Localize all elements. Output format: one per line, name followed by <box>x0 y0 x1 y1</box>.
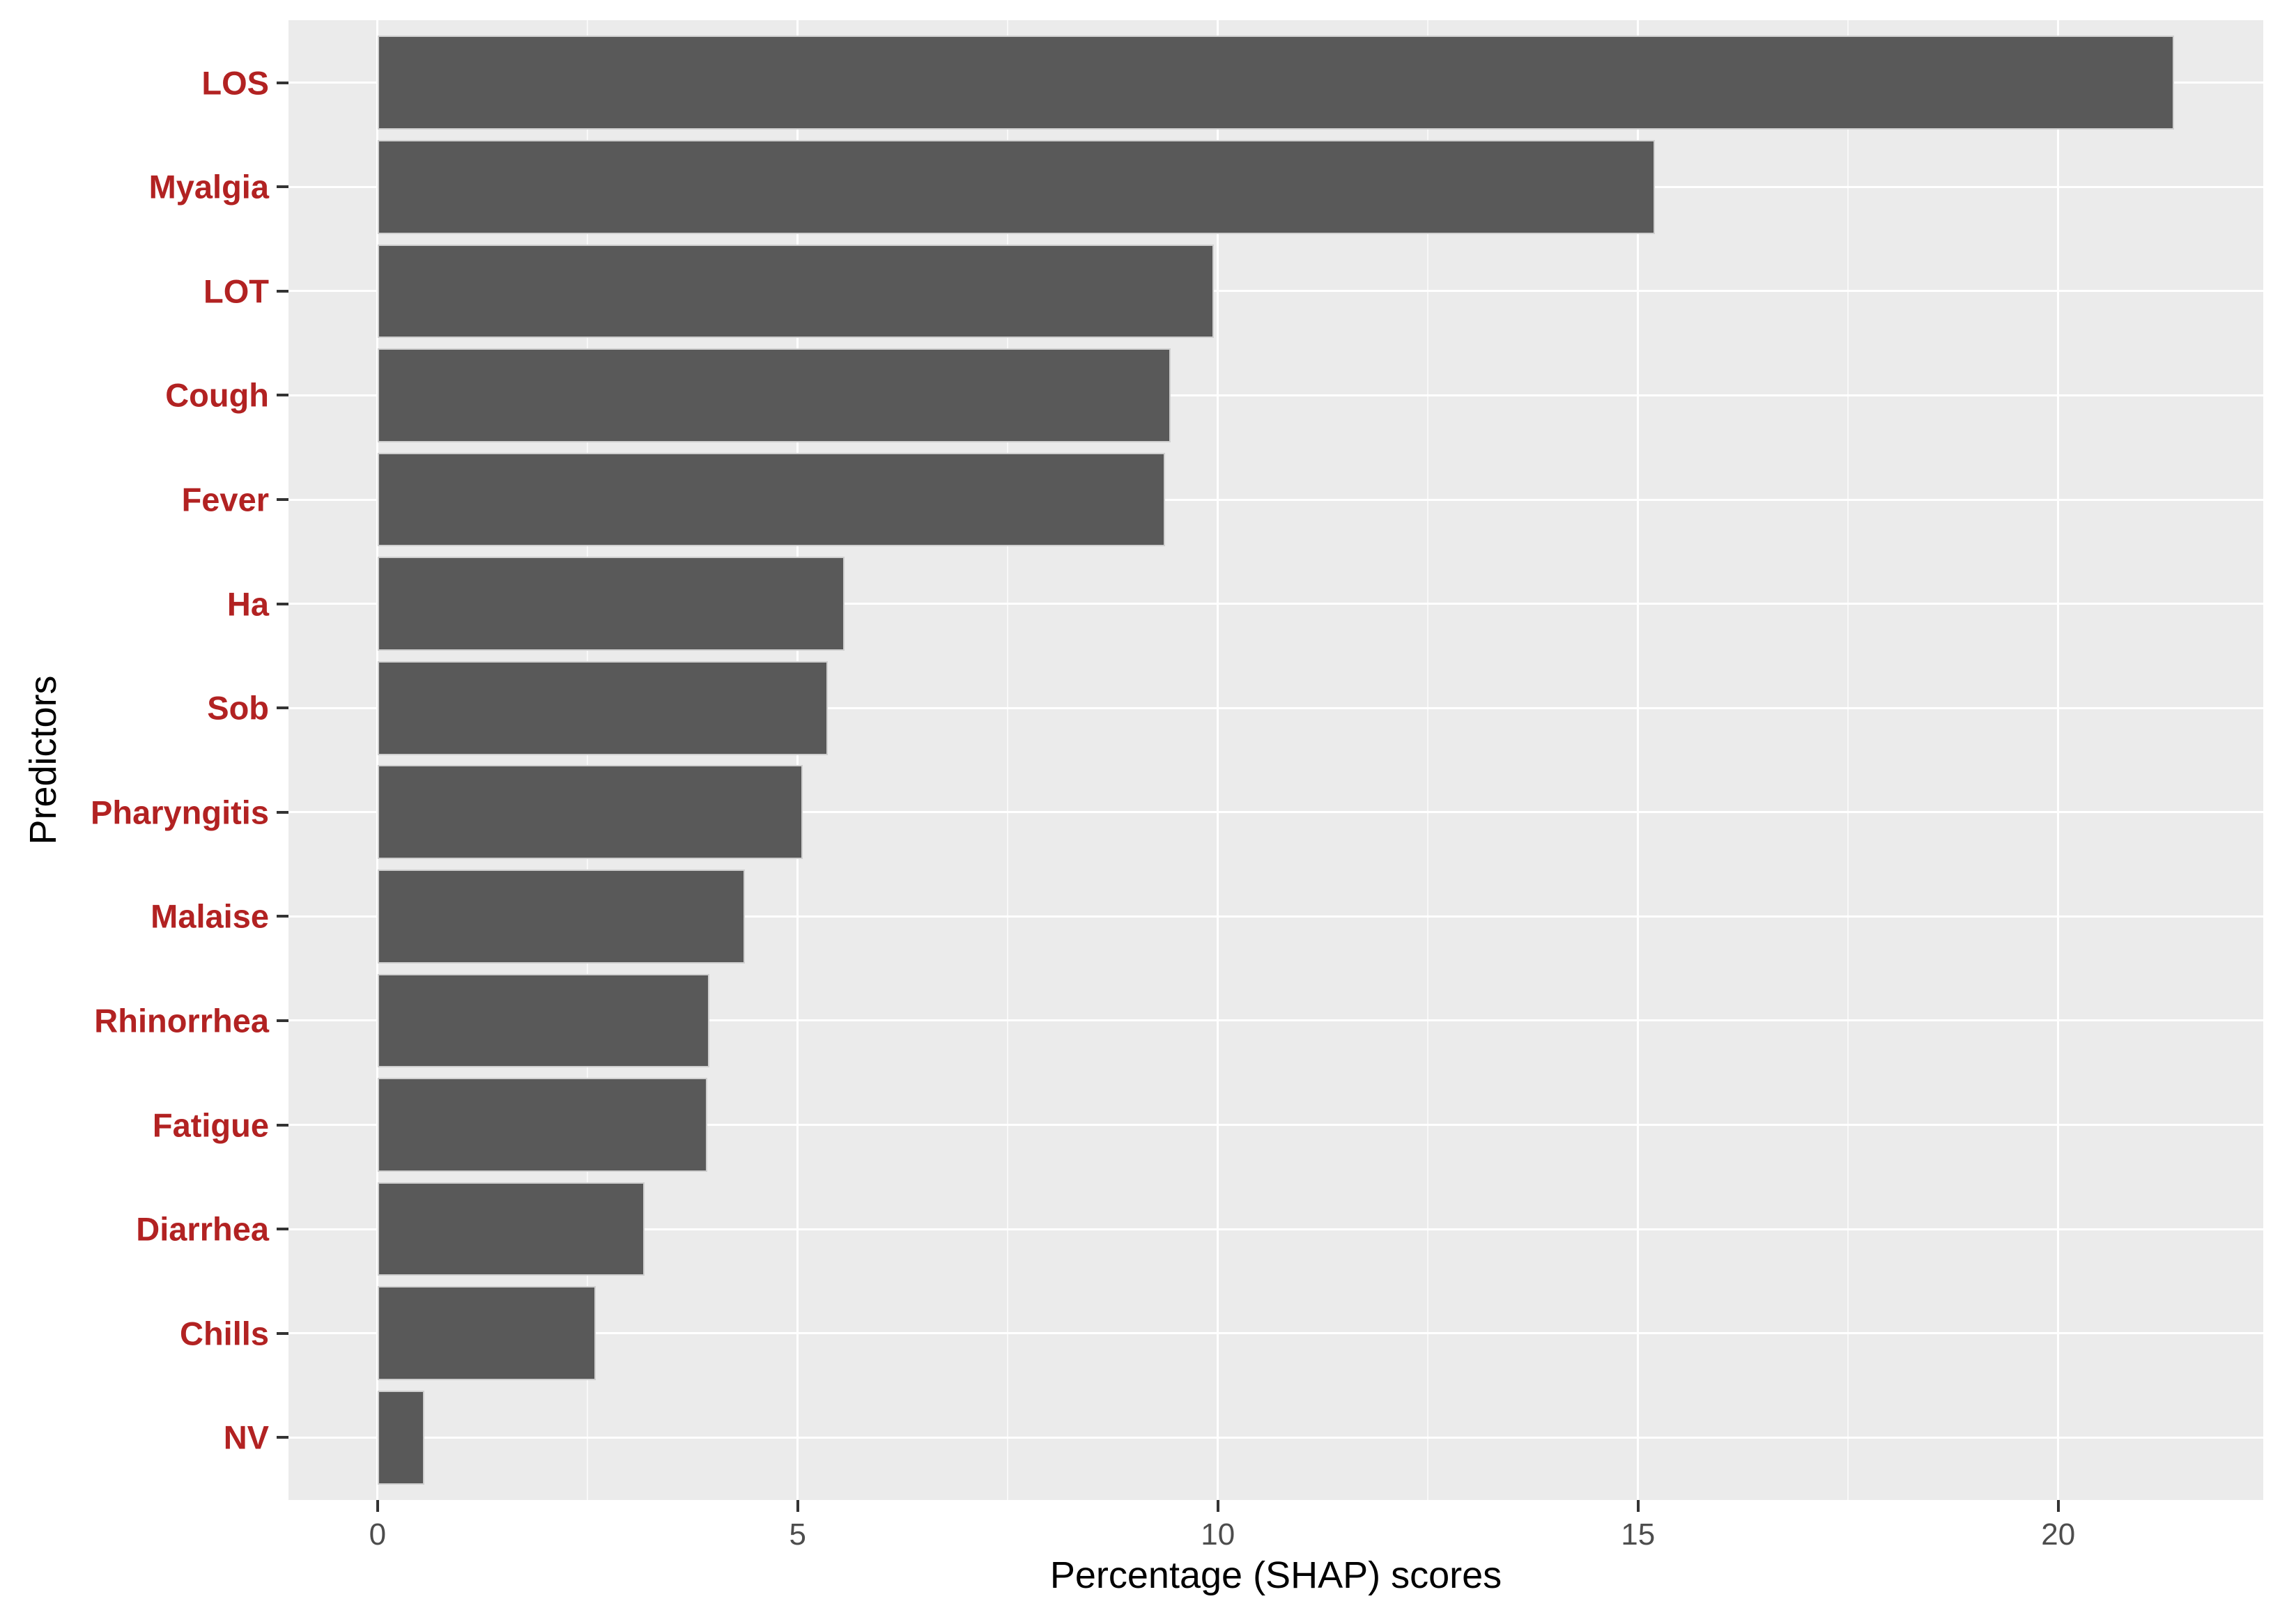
x-tick-label: 0 <box>369 1517 387 1552</box>
y-tick-mark <box>277 394 288 397</box>
gridline-minor <box>587 20 589 1500</box>
plot-panel <box>288 20 2263 1500</box>
category-label: Sob <box>207 689 269 727</box>
x-tick-mark <box>376 1500 379 1512</box>
bar-ha <box>377 557 845 651</box>
category-label: Rhinorrhea <box>94 1002 269 1039</box>
category-label: Cough <box>165 376 269 414</box>
gridline-horizontal <box>288 1228 2263 1230</box>
gridline-minor <box>1427 20 1429 1500</box>
bar-malaise <box>377 869 745 964</box>
x-tick-label: 15 <box>1621 1517 1656 1552</box>
x-tick-label: 5 <box>789 1517 807 1552</box>
category-label: Chills <box>180 1315 269 1352</box>
bar-pharyngitis <box>377 765 803 860</box>
x-tick-mark <box>796 1500 799 1512</box>
bar-lot <box>377 244 1214 339</box>
x-tick-mark <box>1216 1500 1219 1512</box>
category-label: Ha <box>226 585 269 623</box>
y-tick-mark <box>277 810 288 814</box>
y-tick-mark <box>277 602 288 605</box>
bar-myalgia <box>377 140 1655 234</box>
y-tick-mark <box>277 289 288 293</box>
bar-los <box>377 36 2175 130</box>
gridline-horizontal <box>288 498 2263 501</box>
gridline-horizontal <box>288 290 2263 293</box>
y-tick-mark <box>277 1019 288 1022</box>
gridline-major <box>1217 20 1219 1500</box>
x-tick-label: 10 <box>1201 1517 1235 1552</box>
y-tick-mark <box>277 1436 288 1439</box>
gridline-major <box>2057 20 2060 1500</box>
y-tick-mark <box>277 498 288 502</box>
gridline-minor <box>1847 20 1849 1500</box>
bar-cough <box>377 348 1171 442</box>
bar-rhinorrhea <box>377 973 710 1068</box>
y-tick-mark <box>277 81 288 84</box>
y-tick-mark <box>277 1123 288 1127</box>
gridline-horizontal <box>288 394 2263 396</box>
gridline-horizontal <box>288 1332 2263 1335</box>
category-label: Malaise <box>151 897 269 935</box>
bar-sob <box>377 660 829 755</box>
category-label: Fatigue <box>152 1106 269 1144</box>
y-tick-mark <box>277 706 288 710</box>
gridline-horizontal <box>288 915 2263 918</box>
bar-fever <box>377 452 1165 547</box>
gridline-horizontal <box>288 811 2263 814</box>
x-tick-mark <box>1636 1500 1640 1512</box>
gridline-horizontal <box>288 1436 2263 1439</box>
bar-fatigue <box>377 1078 707 1172</box>
bar-chills <box>377 1286 596 1380</box>
category-label: Fever <box>181 481 269 518</box>
category-label: Diarrhea <box>136 1210 269 1248</box>
category-label: NV <box>223 1418 269 1456</box>
y-tick-mark <box>277 1331 288 1335</box>
y-axis-title: Predictors <box>22 675 64 845</box>
category-label: Myalgia <box>148 168 269 206</box>
bar-nv <box>377 1390 425 1485</box>
x-tick-mark <box>2056 1500 2060 1512</box>
gridline-major <box>796 20 799 1500</box>
category-label: Pharyngitis <box>91 794 269 831</box>
category-label: LOS <box>201 64 269 102</box>
x-axis-title: Percentage (SHAP) scores <box>1049 1554 1502 1596</box>
x-tick-label: 20 <box>2041 1517 2076 1552</box>
bar-diarrhea <box>377 1182 645 1276</box>
category-label: LOT <box>203 272 269 310</box>
gridline-minor <box>1007 20 1009 1500</box>
gridline-major <box>376 20 379 1500</box>
gridline-major <box>1637 20 1640 1500</box>
y-tick-mark <box>277 1228 288 1231</box>
gridline-horizontal <box>288 1019 2263 1022</box>
gridline-horizontal <box>288 603 2263 605</box>
y-tick-mark <box>277 915 288 918</box>
gridline-horizontal <box>288 1124 2263 1127</box>
gridline-horizontal <box>288 706 2263 709</box>
y-tick-mark <box>277 185 288 189</box>
